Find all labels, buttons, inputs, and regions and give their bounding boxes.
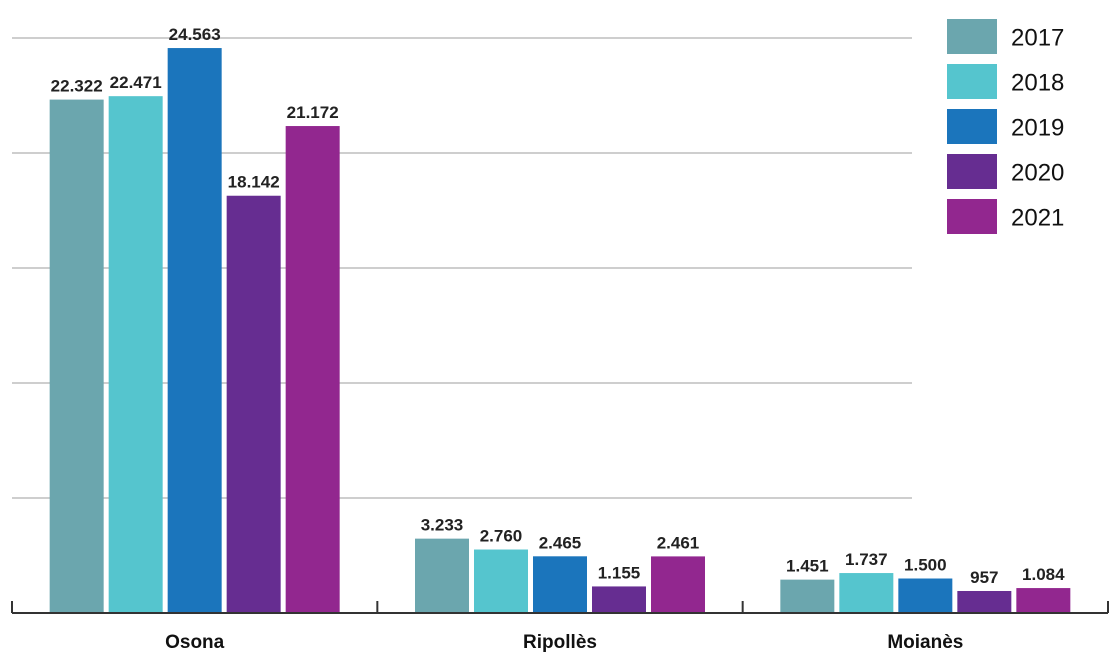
legend-label: 2020 — [1011, 160, 1064, 187]
bar-2021-2 — [1016, 588, 1071, 613]
data-label: 1.084 — [1022, 565, 1065, 584]
legend-swatch-2019 — [947, 109, 997, 144]
bar-2021-0 — [285, 126, 340, 613]
legend: 2017 2018 2019 2020 2021 — [947, 19, 1064, 234]
data-label: 1.451 — [786, 557, 829, 576]
legend-label: 2018 — [1011, 70, 1064, 97]
data-label: 24.563 — [169, 25, 221, 44]
data-label: 18.142 — [228, 173, 280, 192]
category-label: Ripollès — [523, 632, 597, 653]
data-label: 957 — [970, 568, 998, 587]
bar-2017-1 — [415, 538, 469, 613]
bar-2020-2 — [957, 590, 1012, 613]
legend-label: 2019 — [1011, 115, 1064, 142]
data-label: 22.322 — [51, 77, 103, 96]
bar-2018-2 — [839, 573, 894, 613]
bar-2017-0 — [49, 99, 104, 614]
bar-2018-0 — [108, 96, 163, 614]
data-label: 2.465 — [539, 533, 582, 552]
bar-2019-0 — [167, 48, 222, 613]
data-label: 1.155 — [598, 563, 641, 582]
legend-swatch-2018 — [947, 64, 997, 99]
data-label: 3.233 — [421, 516, 464, 535]
category-label: Osona — [165, 632, 225, 653]
bar-2019-1 — [533, 556, 587, 613]
bars: 22.322 22.471 24.563 18.142 21.172 3.233 2.760… — [49, 25, 1071, 614]
data-label: 2.461 — [657, 533, 700, 552]
legend-label: 2021 — [1011, 205, 1064, 232]
data-label: 1.500 — [904, 556, 947, 575]
legend-swatch-2017 — [947, 19, 997, 54]
legend-swatch-2020 — [947, 154, 997, 189]
bar-2017-2 — [780, 579, 835, 613]
data-label: 2.760 — [480, 527, 523, 546]
category-label: Moianès — [887, 632, 963, 653]
data-label: 21.172 — [287, 103, 339, 122]
bar-2019-2 — [898, 578, 953, 613]
data-label: 1.737 — [845, 550, 888, 569]
data-label: 22.471 — [110, 73, 162, 92]
bar-2018-1 — [474, 549, 528, 613]
legend-swatch-2021 — [947, 199, 997, 234]
x-axis: Osona Ripollès Moianès — [11, 601, 1109, 653]
bar-2020-1 — [592, 586, 646, 613]
legend-label: 2017 — [1011, 25, 1064, 52]
bar-2020-0 — [226, 195, 281, 613]
bar-2021-1 — [651, 556, 705, 613]
